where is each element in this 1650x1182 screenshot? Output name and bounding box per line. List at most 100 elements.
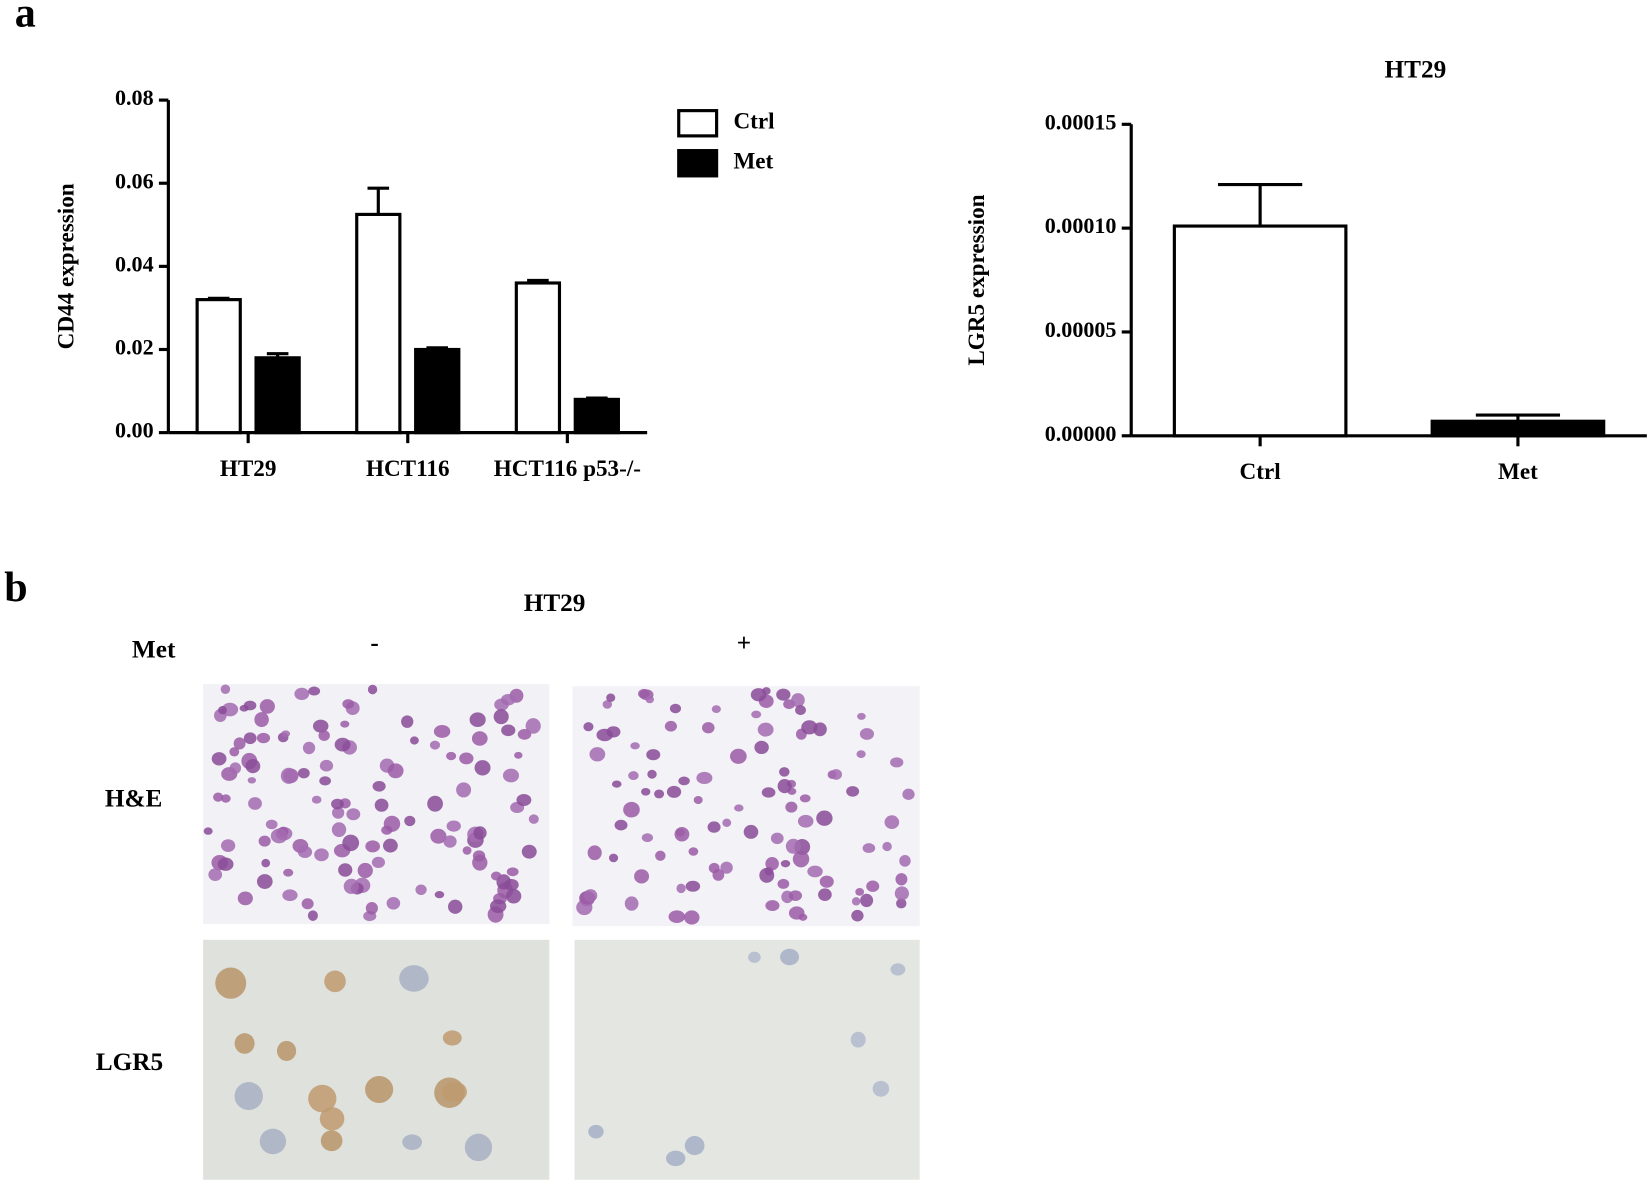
cell <box>851 897 861 906</box>
cell <box>762 687 771 695</box>
cell <box>429 740 441 750</box>
y-tick-label: 0.00005 <box>1045 317 1117 342</box>
cell <box>248 797 262 810</box>
cell <box>646 749 661 761</box>
cell <box>401 715 414 728</box>
cell <box>856 750 866 758</box>
cell <box>608 853 619 863</box>
cell <box>365 901 378 915</box>
cell <box>777 878 790 889</box>
cell <box>602 700 613 709</box>
cell <box>751 710 762 719</box>
cell <box>641 833 654 843</box>
legend-swatch <box>677 149 719 178</box>
cell <box>504 878 519 891</box>
cell <box>614 819 628 831</box>
cell <box>684 910 700 925</box>
cell <box>678 776 690 786</box>
cell <box>243 732 257 745</box>
cell <box>860 893 874 908</box>
cell <box>693 795 703 805</box>
cell <box>589 747 606 762</box>
y-axis-label: LGR5 expression <box>964 194 990 365</box>
cell <box>516 794 532 807</box>
cell <box>743 824 759 839</box>
cell <box>265 819 278 830</box>
cell <box>261 858 271 868</box>
cell <box>857 712 866 720</box>
cell <box>696 771 713 785</box>
cell <box>707 821 721 833</box>
cell <box>611 780 622 788</box>
cell <box>338 863 353 877</box>
x-tick-label: HCT116 p53-/- <box>494 456 641 482</box>
cell <box>501 724 516 737</box>
cell <box>234 1033 255 1054</box>
bar <box>1430 419 1606 438</box>
micrograph <box>203 939 550 1180</box>
cell <box>319 776 331 786</box>
cell <box>469 712 486 728</box>
cell <box>587 845 602 861</box>
cell <box>297 845 313 858</box>
cell <box>340 720 350 728</box>
cell <box>220 839 236 852</box>
x-tick-label: HCT116 <box>366 456 450 482</box>
panel-title: HT29 <box>524 589 586 617</box>
cell <box>765 900 780 912</box>
chart-title: HT29 <box>1384 55 1446 83</box>
bar <box>195 298 242 435</box>
row-label: LGR5 <box>96 1048 163 1076</box>
cell <box>712 869 725 881</box>
cell <box>761 787 776 798</box>
panel-label: a <box>15 0 36 37</box>
cell <box>276 1040 297 1061</box>
cell <box>583 889 598 902</box>
cell <box>770 832 784 845</box>
cell <box>404 815 416 827</box>
cell <box>720 861 733 874</box>
cell <box>301 898 314 910</box>
cell <box>630 742 640 750</box>
cell <box>254 712 269 728</box>
cell <box>471 731 488 746</box>
cell <box>872 1080 890 1097</box>
cell <box>668 910 686 924</box>
cell <box>791 693 805 708</box>
cell <box>785 801 798 813</box>
cell <box>217 857 234 871</box>
cell <box>795 705 806 716</box>
cell <box>312 719 329 733</box>
cell <box>218 706 227 715</box>
cell <box>902 788 915 800</box>
cell <box>410 736 419 745</box>
y-tick-label: 0.04 <box>115 251 154 276</box>
cell <box>446 820 461 832</box>
cell <box>606 693 616 702</box>
cell <box>464 1133 493 1162</box>
cell <box>346 808 361 821</box>
micrographs <box>203 684 920 1180</box>
cell <box>628 771 639 781</box>
legend-label: Ctrl <box>733 109 775 135</box>
cell <box>383 838 398 853</box>
cell <box>311 795 322 804</box>
cell <box>342 699 355 709</box>
cell <box>415 884 427 896</box>
cell <box>830 769 843 780</box>
cell <box>281 730 291 738</box>
cell <box>788 890 803 901</box>
cell <box>502 768 520 783</box>
row-label: H&E <box>105 785 163 813</box>
cell <box>365 1075 394 1104</box>
cell <box>259 1128 287 1155</box>
cell <box>433 725 451 738</box>
cell <box>722 818 732 827</box>
cell <box>332 806 345 819</box>
cell <box>331 822 347 838</box>
cell <box>343 878 360 894</box>
cell <box>894 886 909 901</box>
cell <box>221 702 239 717</box>
cell <box>229 762 242 774</box>
row-header: Met <box>132 635 176 663</box>
